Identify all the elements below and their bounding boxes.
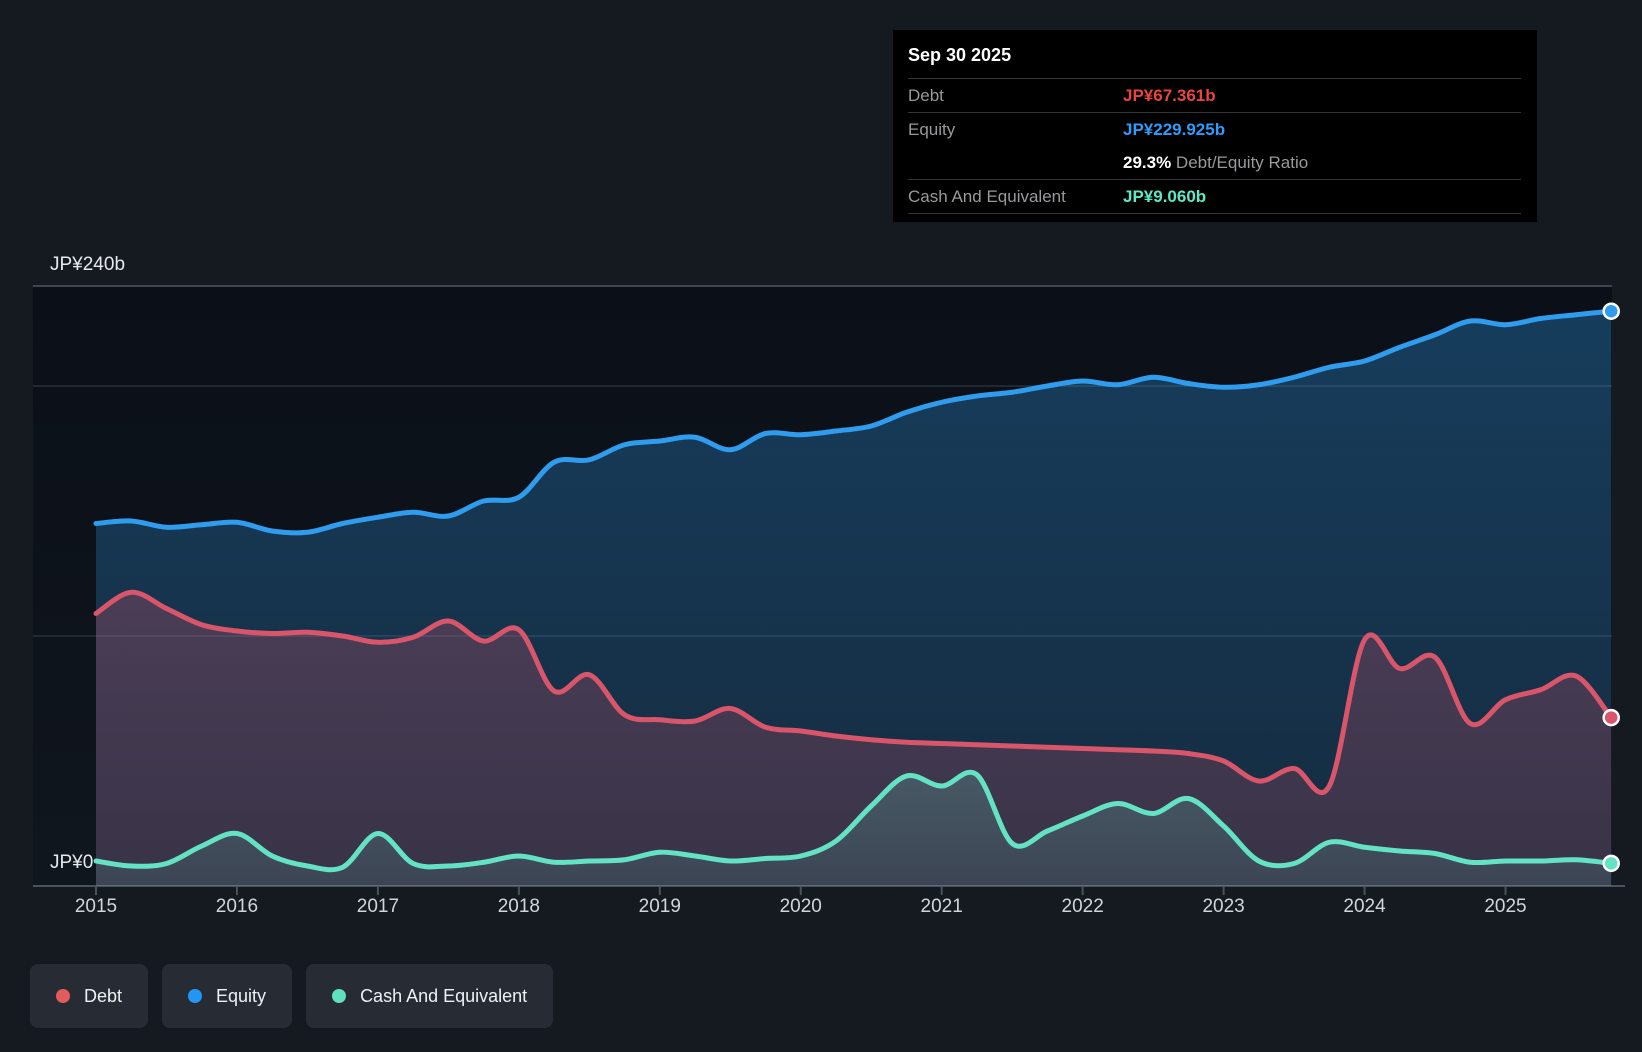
tooltip-debt-value: JP¥67.361b [1123,85,1216,105]
tooltip-date: Sep 30 2025 [908,45,1012,65]
tooltip-cash-value: JP¥9.060b [1123,186,1207,206]
tooltip-equity-label: Equity [908,119,956,139]
legend-item-equity[interactable]: Equity [162,964,293,1028]
x-axis-label-2024: 2024 [1343,896,1386,917]
tooltip-ratio: 29.3% Debt/Equity Ratio [1123,153,1521,173]
tooltip-row-equity: Equity JP¥229.925b [908,113,1521,146]
equity-line [93,308,1614,536]
x-axis-label-2021: 2021 [921,896,963,917]
legend-item-cash[interactable]: Cash And Equivalent [306,964,554,1028]
y-axis-label-zero: JP¥0 [50,852,93,873]
tooltip-debt-label: Debt [908,85,944,105]
x-axis-label-2025: 2025 [1484,896,1526,917]
cash-dot-icon [332,989,347,1003]
tooltip-cash-label: Cash And Equivalent [908,186,1066,206]
equity-dot-icon [188,989,203,1003]
cash-end-marker [1602,854,1620,873]
x-axis-label-2020: 2020 [780,896,822,917]
tooltip-separator [908,112,1521,113]
tooltip-separator [908,78,1521,79]
x-axis-label-2019: 2019 [639,896,681,917]
tooltip-separator [908,213,1521,214]
tooltip-row-debt: Debt JP¥67.361b [908,79,1521,112]
x-axis-label-2016: 2016 [216,896,258,917]
cash-line [93,769,1614,873]
tooltip-separator [908,179,1521,180]
chart-tooltip: Sep 30 2025 Debt JP¥67.361b Equity JP¥22… [893,30,1537,222]
x-axis-label-2018: 2018 [498,896,540,917]
x-axis-label-2023: 2023 [1202,896,1244,917]
legend-equity-label: Equity [216,985,267,1006]
equity-end-marker [1602,302,1620,320]
x-axis-label-2022: 2022 [1062,896,1104,917]
debt-line [93,589,1614,796]
legend-cash-label: Cash And Equivalent [360,985,528,1006]
debt-dot-icon [56,989,70,1003]
tooltip-ratio-value: 29.3% [1123,152,1172,172]
tooltip-equity-value: JP¥229.925b [1123,119,1226,139]
legend-item-debt[interactable]: Debt [30,964,149,1028]
x-axis-label-2015: 2015 [75,896,117,917]
chart-legend: Debt Equity Cash And Equivalent [30,964,554,1028]
cash-area [96,772,1612,886]
debt-end-marker [1602,708,1620,727]
legend-debt-label: Debt [84,985,123,1006]
tooltip-ratio-label: Debt/Equity Ratio [1171,152,1309,172]
tooltip-row-cash: Cash And Equivalent JP¥9.060b [908,180,1521,213]
tooltip-row-ratio: 29.3% Debt/Equity Ratio [908,146,1521,179]
x-axis-label-2017: 2017 [357,896,399,917]
y-axis-label-max: JP¥240b [50,254,125,275]
